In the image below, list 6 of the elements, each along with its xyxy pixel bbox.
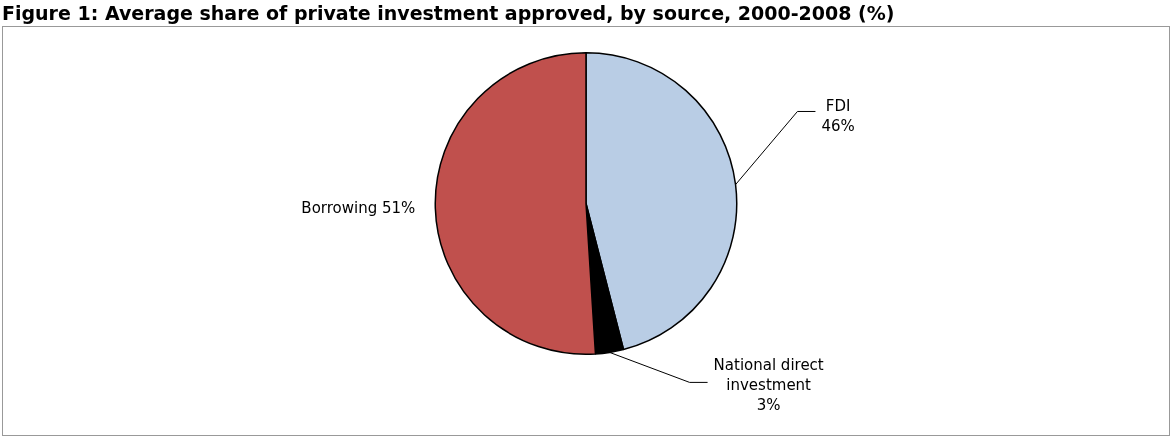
slice-label: FDI [825, 97, 851, 116]
slice-label: National direct investment [713, 356, 824, 395]
slice-label: Borrowing 51% [301, 198, 416, 217]
data-label: 3% [756, 396, 781, 415]
chart-title: Figure 1: Average share of private investment approved, by source, 2000-2008 (%) [1, 1, 896, 26]
data-label: 46% [821, 117, 855, 136]
